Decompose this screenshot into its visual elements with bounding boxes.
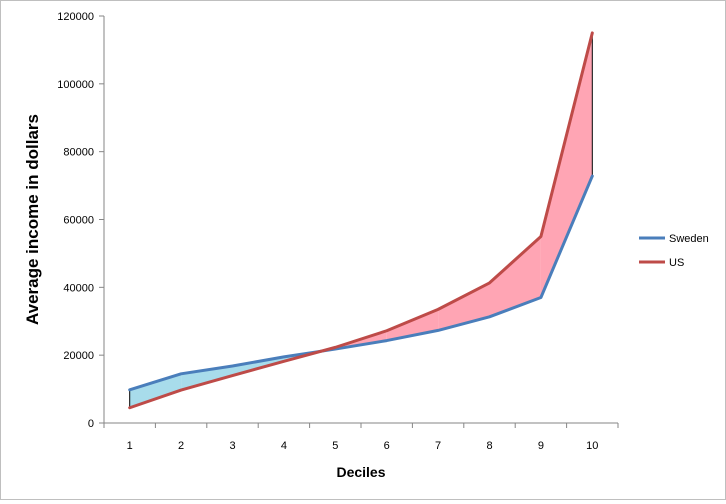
x-tick-label: 1: [127, 440, 133, 452]
y-tick-label: 60000: [63, 215, 94, 227]
difference-fill-segment: [489, 236, 541, 317]
difference-fills: [129, 32, 593, 408]
legend: Sweden US: [639, 233, 709, 269]
y-axis-title: Average income in dollars: [23, 114, 42, 325]
x-tick-label: 7: [435, 440, 441, 452]
x-tick-label: 8: [486, 440, 492, 452]
legend-item-sweden: Sweden: [639, 233, 709, 245]
y-tick-label: 120000: [57, 11, 94, 23]
x-tick-label: 4: [281, 440, 287, 452]
axes: [103, 16, 618, 424]
x-tick-label: 9: [538, 440, 544, 452]
y-tick-label: 40000: [63, 282, 94, 294]
x-tick-label: 3: [229, 440, 235, 452]
legend-label: US: [669, 257, 684, 269]
series-line-sweden: [128, 174, 594, 392]
y-tick-label: 20000: [63, 350, 94, 362]
legend-item-us: US: [639, 257, 684, 269]
y-tick-label: 100000: [57, 79, 94, 91]
legend-label: Sweden: [669, 233, 709, 245]
x-tick-label: 10: [586, 440, 598, 452]
difference-fill-segment: [438, 282, 490, 331]
y-tick-labels: 0 20000 40000 60000 80000 100000 120000: [57, 11, 104, 430]
x-axis-title: Deciles: [336, 464, 385, 480]
x-tick-label: 2: [178, 440, 184, 452]
x-tick-label: 5: [332, 440, 338, 452]
series-line-us: [128, 31, 594, 410]
y-tick-label: 0: [88, 418, 94, 430]
x-tick-labels: 1 2 3 4 5 6 7 8 9 10: [103, 423, 619, 452]
y-tick-label: 80000: [63, 147, 94, 159]
difference-fill-segment: [540, 32, 593, 298]
difference-fill-segment: [129, 373, 182, 408]
x-tick-label: 6: [384, 440, 390, 452]
series-lines: [128, 31, 594, 410]
